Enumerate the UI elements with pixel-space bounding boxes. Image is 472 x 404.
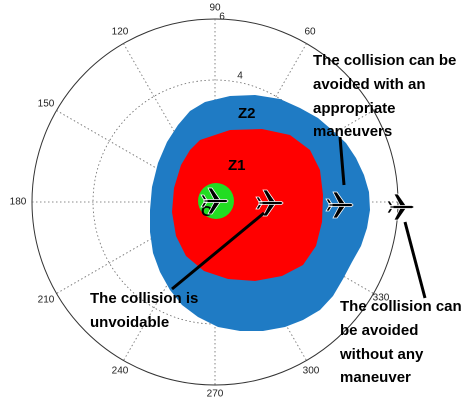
annotation-line: be avoided	[340, 322, 418, 339]
radius-label: 6	[219, 12, 225, 23]
zone-label: Z2	[238, 105, 256, 122]
annotation-line: without any	[339, 346, 424, 363]
angle-label: 240	[112, 366, 129, 377]
pointer-lines	[171, 136, 427, 299]
annotation-line: avoided with an	[313, 76, 426, 93]
annotation: The collision can be avoided with an app…	[313, 52, 456, 140]
annotation-line: maneuver	[340, 369, 411, 386]
angle-label: 180	[10, 197, 27, 208]
zone-z1	[172, 129, 323, 281]
angle-label: 150	[38, 99, 55, 110]
annotation-line: maneuvers	[313, 123, 392, 140]
annotation-line: appropriate	[313, 100, 396, 117]
annotation-line: The collision is	[90, 290, 198, 307]
angle-label: 60	[304, 27, 316, 38]
radius-label: 4	[237, 71, 243, 82]
angle-labels: 90 60 120 150 180 210 240 270 300 330	[10, 3, 390, 400]
angle-label: 210	[38, 295, 55, 306]
angle-label: 270	[207, 389, 224, 400]
zone-label: Z1	[228, 157, 246, 174]
angle-label: 120	[112, 27, 129, 38]
annotation-line: The collision can be	[313, 52, 456, 69]
angle-label: 300	[303, 366, 320, 377]
angle-label: 90	[209, 3, 221, 14]
plane-icon	[386, 193, 415, 221]
angle-label: 330	[373, 293, 390, 304]
annotation-line: The collision can	[340, 298, 462, 315]
annotation: The collision is unvoidable	[90, 290, 198, 331]
annotation: The collision can be avoided without any…	[339, 298, 462, 386]
annotation-line: unvoidable	[90, 314, 169, 331]
